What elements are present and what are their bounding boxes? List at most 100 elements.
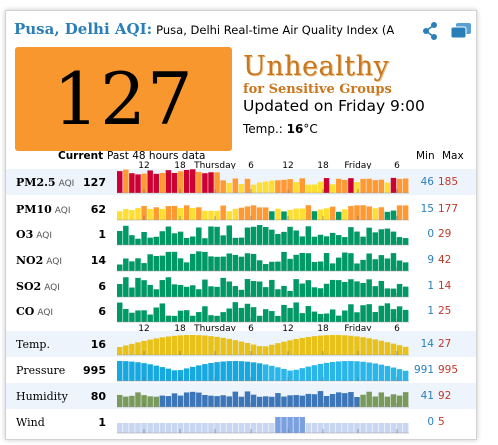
sparkline-bar xyxy=(378,207,385,220)
row-sparkline[interactable] xyxy=(117,273,409,299)
row-pressure[interactable]: Pressure 995 991 995 xyxy=(6,357,476,383)
row-name-text: Wind xyxy=(16,416,45,429)
sparkline-bar xyxy=(177,310,184,322)
sparkline-bar xyxy=(123,209,129,220)
sparkline-bar xyxy=(177,370,184,381)
sparkline-bar xyxy=(244,253,251,271)
sparkline-bar xyxy=(159,173,166,193)
sparkline-bar xyxy=(147,364,153,381)
row-humidity[interactable]: Humidity 80 41 92 xyxy=(6,383,476,409)
sparkline-bar xyxy=(311,311,318,322)
sparkline-bar xyxy=(323,362,330,381)
row-min-value: 41 xyxy=(420,390,434,402)
sparkline-bar xyxy=(238,361,245,381)
aqi-tag: AQI xyxy=(46,257,63,267)
sparkline-bar xyxy=(202,335,208,355)
past-48h-header: Past 48 hours data xyxy=(107,150,206,162)
row-pm25[interactable]: PM2.5 AQI 127 46 185 xyxy=(6,169,476,195)
sparkline-bar xyxy=(232,208,239,220)
sparkline-bar xyxy=(317,423,324,433)
sparkline-bar xyxy=(396,283,403,297)
row-sparkline[interactable] xyxy=(117,331,409,357)
row-sparkline[interactable] xyxy=(117,196,409,222)
axis-tick-label: 6 xyxy=(394,324,400,334)
row-o3[interactable]: O3 AQI 1 0 29 xyxy=(6,221,476,247)
sparkline-bar xyxy=(396,260,403,271)
sparkline-bar xyxy=(378,179,385,193)
sparkline-bar xyxy=(329,394,336,407)
sparkline-bar xyxy=(263,423,269,433)
row-sparkline[interactable] xyxy=(117,169,409,195)
sparkline-bar xyxy=(293,182,299,193)
row-name: O3 AQI xyxy=(16,228,52,241)
sparkline-bar xyxy=(402,346,409,355)
sparkline-bar xyxy=(202,251,208,271)
sparkline-bar xyxy=(141,423,147,433)
sparkline-bar xyxy=(396,178,403,193)
sparkline-bar xyxy=(317,363,324,381)
sparkline-bar xyxy=(226,308,232,322)
row-sparkline[interactable] xyxy=(117,221,409,247)
row-temp[interactable]: Temp. 16 14 27 xyxy=(6,331,476,357)
share-icon[interactable] xyxy=(420,21,442,41)
sparkline-bar xyxy=(244,342,251,355)
sparkline-bar xyxy=(129,312,135,322)
sparkline-bar xyxy=(165,423,172,433)
sparkline-bar xyxy=(196,207,202,220)
row-sparkline[interactable] xyxy=(117,383,409,409)
row-sparkline[interactable] xyxy=(117,357,409,383)
sparkline-bar xyxy=(348,304,354,322)
sparkline-bar xyxy=(214,226,220,245)
sparkline-bar xyxy=(275,343,281,355)
row-so2[interactable]: SO2 AQI 6 1 14 xyxy=(6,273,476,299)
sparkline-bar xyxy=(372,423,378,433)
sparkline-bar xyxy=(281,304,287,322)
sparkline-bar xyxy=(159,395,166,407)
sparkline-bar xyxy=(141,173,147,193)
row-name: Temp. xyxy=(16,338,50,351)
sparkline-bar xyxy=(323,335,330,355)
sparkline-bar xyxy=(390,177,397,193)
sparkline-bar xyxy=(348,253,354,271)
sparkline-bar xyxy=(281,179,287,193)
windows-icon[interactable] xyxy=(450,21,472,41)
sparkline-bar xyxy=(384,366,391,381)
sparkline-bar xyxy=(366,227,372,245)
axis-tick-label: 12 xyxy=(138,161,150,171)
sparkline-bar xyxy=(275,289,281,297)
city-title[interactable]: Pusa, Delhi AQI: xyxy=(14,20,153,38)
sparkline-bar xyxy=(232,237,239,245)
sparkline-bar xyxy=(244,423,251,433)
sparkline-bar xyxy=(117,171,123,193)
sparkline-bar xyxy=(323,313,330,322)
aqi-status: Unhealthy xyxy=(243,51,390,82)
sparkline-bar xyxy=(256,207,263,220)
axis-tick-label: 6 xyxy=(394,161,400,171)
max-column-header: Max xyxy=(442,150,464,162)
sparkline-bar xyxy=(372,339,378,355)
sparkline-bar xyxy=(378,229,385,245)
row-pm10[interactable]: PM10 AQI 62 15 177 xyxy=(6,196,476,222)
sparkline-bar xyxy=(147,423,153,433)
sparkline-bar xyxy=(281,396,287,407)
row-sparkline[interactable] xyxy=(117,409,409,435)
row-max-value: 29 xyxy=(438,228,452,240)
sparkline-bar xyxy=(190,335,196,355)
row-co[interactable]: CO AQI 6 1 25 xyxy=(6,298,476,324)
row-sparkline[interactable] xyxy=(117,298,409,324)
sparkline-bar xyxy=(183,237,190,245)
sparkline-bar xyxy=(336,361,342,381)
sparkline-bar xyxy=(177,285,184,297)
row-name: NO2 AQI xyxy=(16,254,62,267)
sparkline-bar xyxy=(153,289,159,297)
aqi-tag: AQI xyxy=(58,179,75,189)
row-min-value: 1 xyxy=(427,305,434,317)
sparkline-bar xyxy=(311,423,318,433)
row-wind[interactable]: Wind 1 0 5 xyxy=(6,409,476,435)
row-sparkline[interactable] xyxy=(117,247,409,273)
sparkline-bar xyxy=(123,308,129,322)
sparkline-bar xyxy=(214,336,220,355)
row-no2[interactable]: NO2 AQI 14 9 42 xyxy=(6,247,476,273)
sparkline-bar xyxy=(250,344,257,355)
sparkline-bar xyxy=(214,210,220,220)
